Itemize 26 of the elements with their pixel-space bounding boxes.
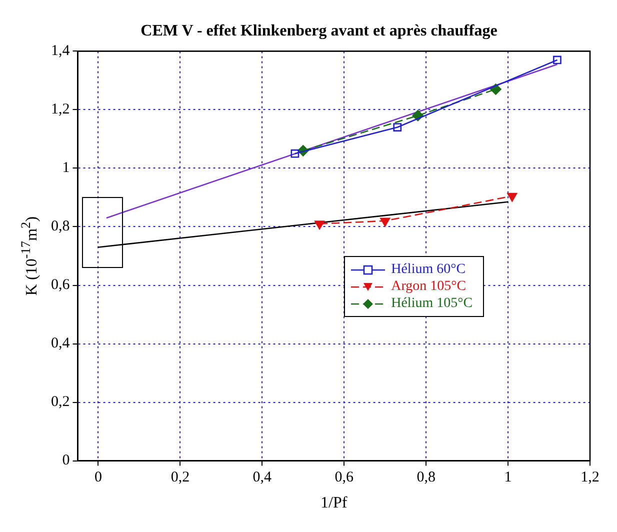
y-tick-label: 0,4 — [51, 336, 70, 352]
legend-label: Argon 105°C — [391, 278, 466, 295]
y-tick-label: 0,8 — [51, 218, 70, 235]
legend-label: Hélium 105°C — [391, 295, 473, 312]
point — [290, 149, 300, 158]
y-tick-label: 1 — [62, 160, 70, 176]
point — [507, 192, 518, 202]
point — [553, 56, 562, 64]
chart-title: CEM V - effet Klinkenberg avant et après chauffage — [140, 22, 498, 40]
x-tick-label: 0,4 — [252, 470, 272, 486]
y-tick-label: 0,2 — [51, 394, 70, 410]
x-tick-label: 1 — [504, 470, 512, 486]
x-tick-label: 0,8 — [416, 470, 436, 486]
point — [393, 123, 402, 132]
x-tick-label: 1,2 — [580, 470, 600, 486]
point — [380, 218, 390, 227]
legend-label: Hélium 60°C — [391, 261, 466, 278]
y-tick-label: 1,2 — [51, 102, 70, 118]
y-tick-label: 1,4 — [51, 43, 70, 60]
point — [314, 220, 325, 230]
x-axis-title: 1/Pf — [320, 494, 348, 512]
x-tick-label: 0 — [94, 470, 102, 486]
x-tick-label: 0,6 — [334, 470, 354, 486]
y-tick-label: 0,6 — [51, 277, 70, 294]
x-tick-label: 0,2 — [170, 470, 190, 486]
y-tick-label: 0 — [62, 452, 70, 469]
